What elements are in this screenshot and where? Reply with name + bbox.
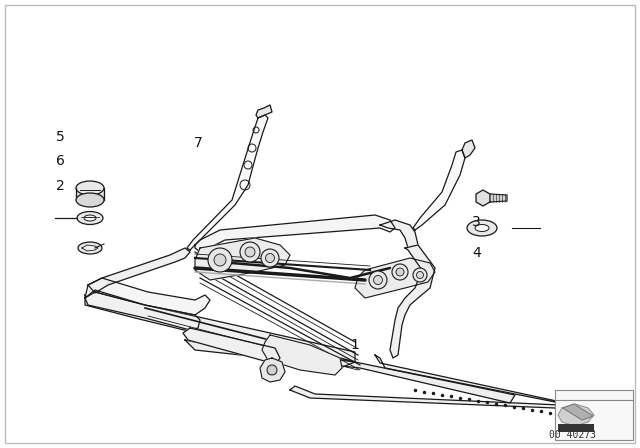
Ellipse shape (76, 181, 104, 195)
Circle shape (245, 247, 255, 257)
Polygon shape (195, 238, 290, 280)
Polygon shape (85, 278, 210, 315)
Circle shape (396, 268, 404, 276)
Circle shape (374, 276, 383, 284)
Text: 6: 6 (56, 154, 65, 168)
Polygon shape (185, 340, 515, 403)
Bar (558, 424, 594, 432)
Polygon shape (563, 404, 593, 420)
Polygon shape (82, 245, 98, 251)
Circle shape (214, 254, 226, 266)
Polygon shape (260, 358, 285, 382)
Text: 1: 1 (351, 338, 360, 352)
Circle shape (240, 242, 260, 262)
Circle shape (261, 249, 279, 267)
Polygon shape (88, 248, 190, 293)
Polygon shape (195, 215, 395, 252)
Text: 3: 3 (472, 215, 481, 229)
Circle shape (392, 264, 408, 280)
Text: 7: 7 (194, 136, 203, 151)
Polygon shape (187, 115, 268, 250)
Polygon shape (558, 404, 594, 426)
Ellipse shape (76, 193, 104, 207)
Polygon shape (390, 245, 435, 358)
Text: 00 40273: 00 40273 (549, 430, 596, 440)
Polygon shape (85, 292, 355, 368)
Circle shape (208, 248, 232, 272)
Ellipse shape (467, 220, 497, 236)
Circle shape (267, 365, 277, 375)
Circle shape (413, 268, 427, 282)
Polygon shape (490, 194, 507, 202)
Ellipse shape (78, 242, 102, 254)
Polygon shape (462, 140, 475, 158)
Ellipse shape (77, 211, 103, 224)
Text: 5: 5 (56, 129, 65, 144)
Polygon shape (375, 355, 595, 420)
Bar (555, 390, 633, 440)
Polygon shape (413, 150, 465, 230)
Polygon shape (76, 188, 104, 200)
Text: 4: 4 (472, 246, 481, 260)
Polygon shape (476, 190, 490, 206)
Text: 2: 2 (56, 179, 65, 193)
Ellipse shape (84, 215, 96, 221)
Polygon shape (85, 292, 200, 330)
Polygon shape (262, 335, 342, 375)
Circle shape (417, 271, 424, 279)
Polygon shape (355, 258, 435, 298)
Circle shape (369, 271, 387, 289)
Ellipse shape (475, 224, 489, 232)
Polygon shape (380, 220, 418, 250)
Polygon shape (256, 105, 272, 118)
Circle shape (266, 254, 275, 263)
Polygon shape (183, 328, 280, 365)
Polygon shape (290, 386, 565, 416)
